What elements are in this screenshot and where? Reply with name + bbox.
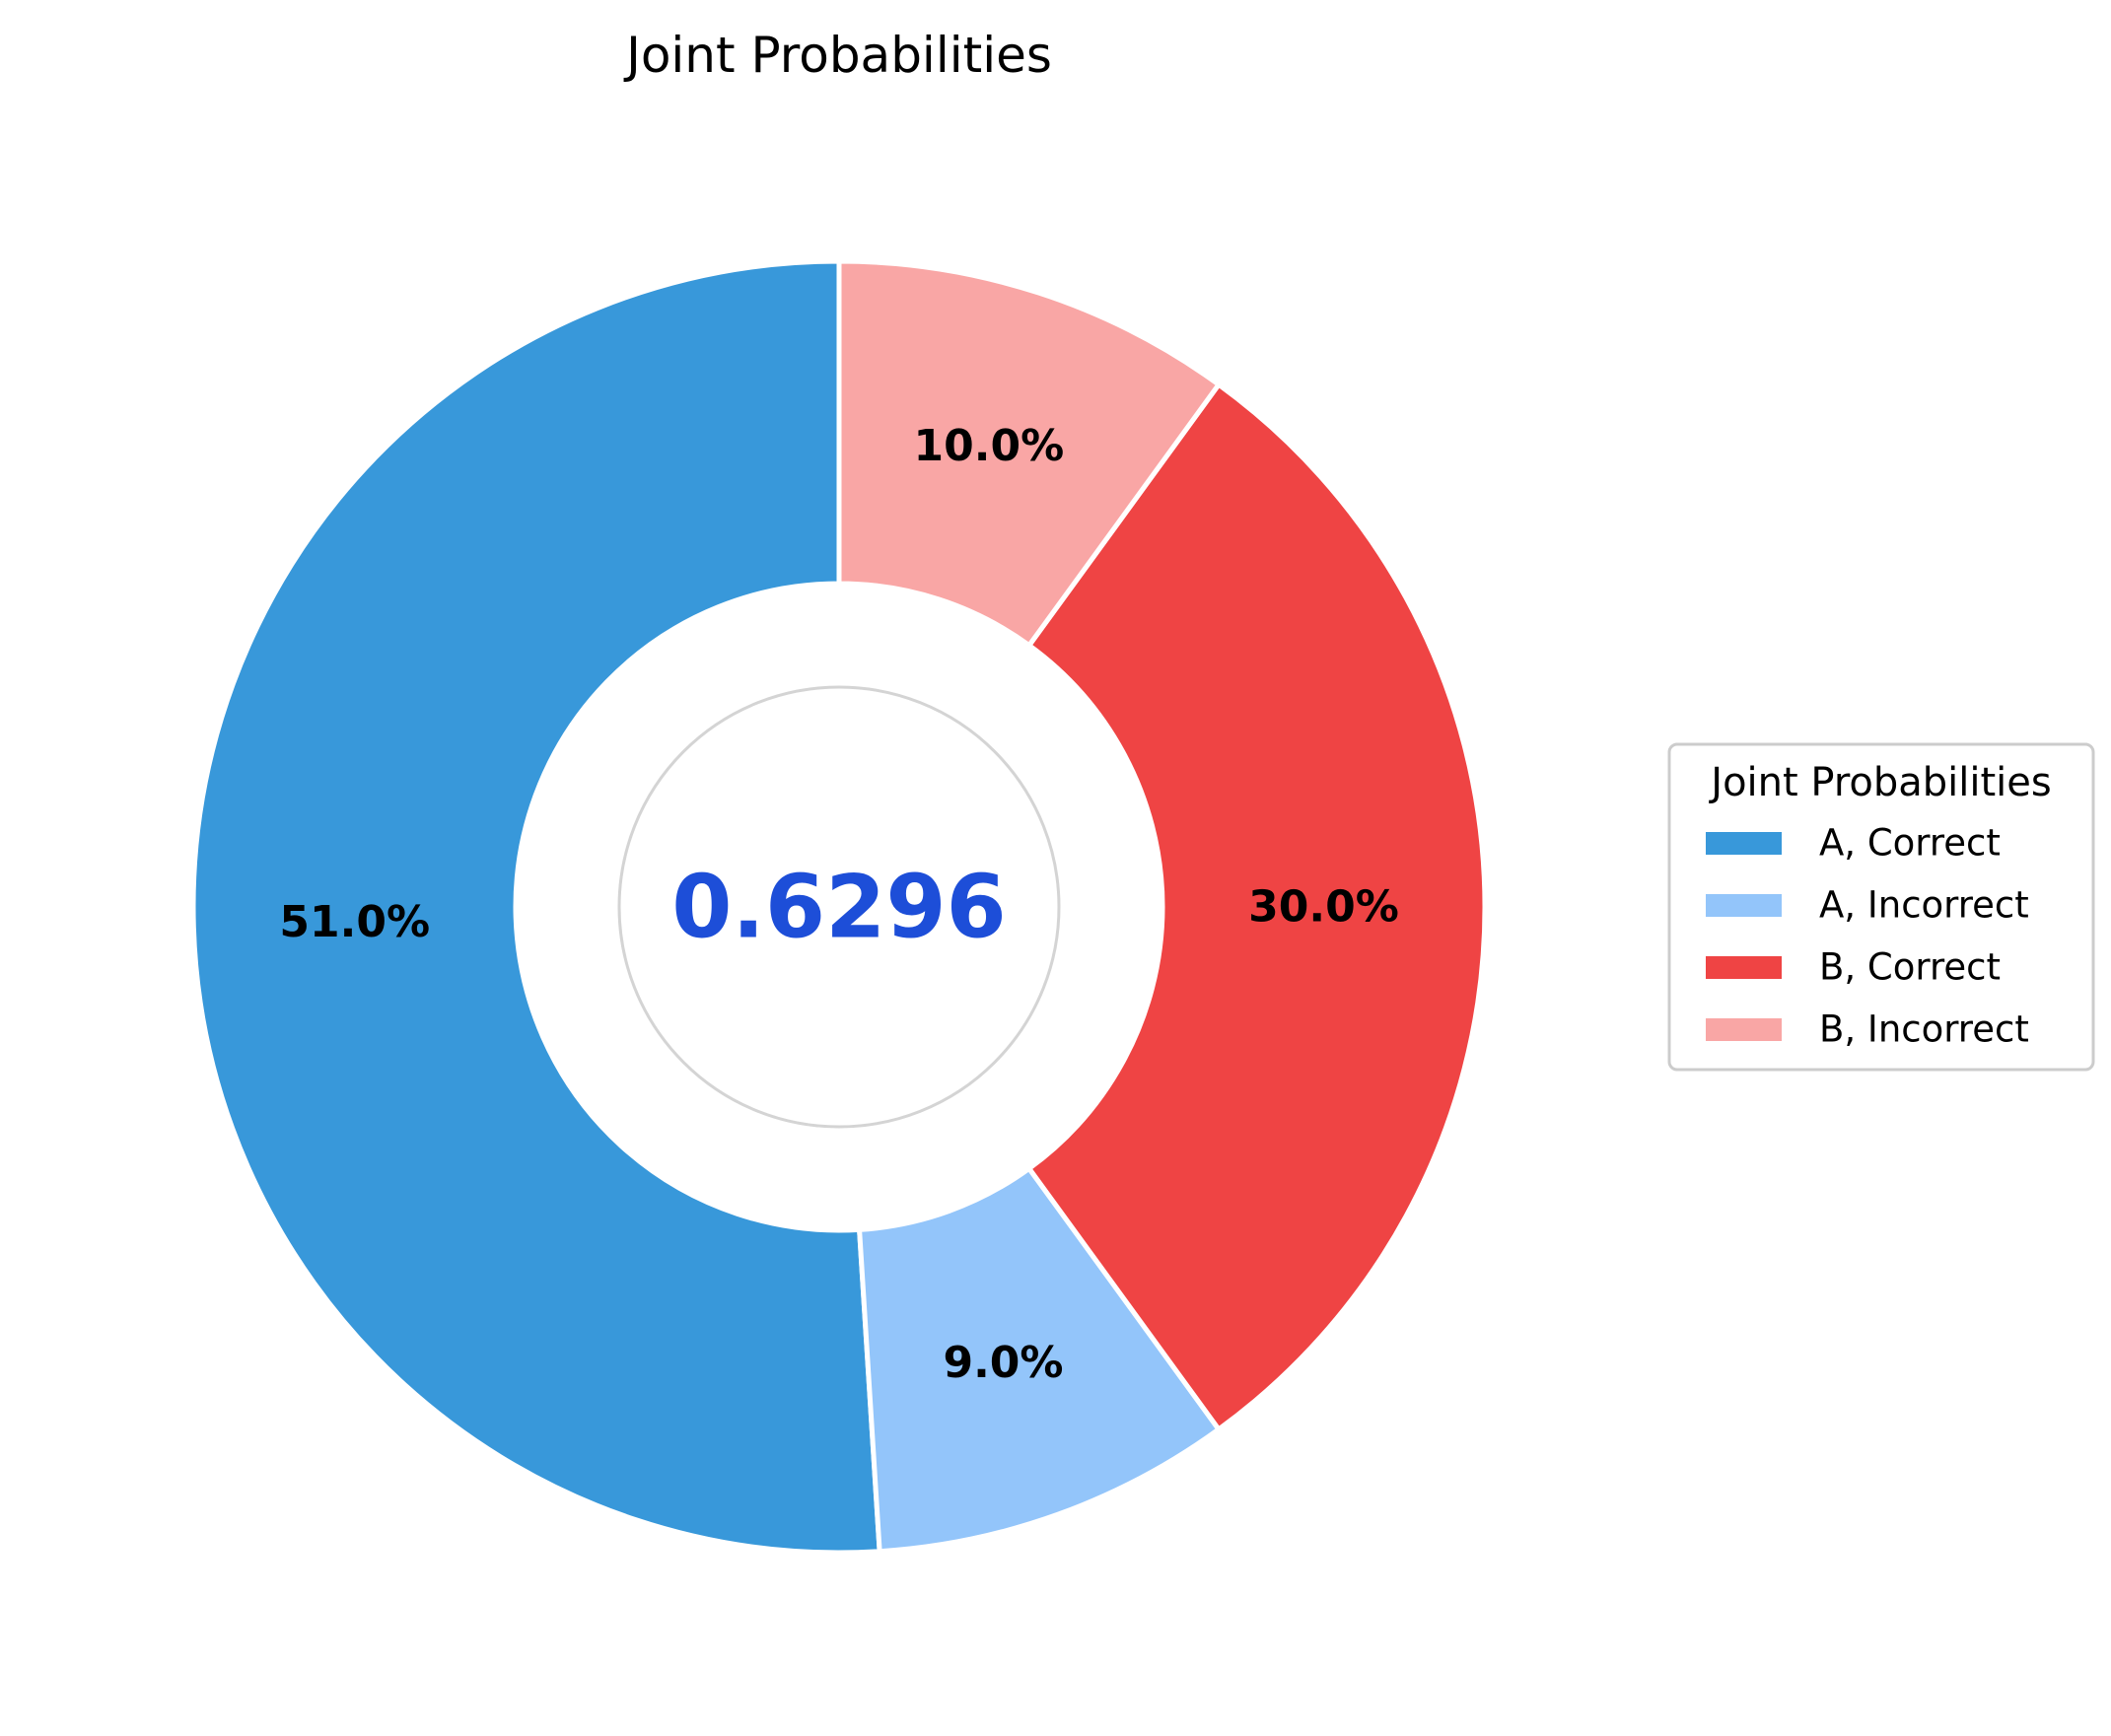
slice-a-incorrect [857,1165,1222,1555]
inner-ring-outline [617,685,1061,1129]
legend-swatch [1706,1018,1782,1041]
legend-swatch [1706,832,1782,855]
slice-b-correct [1026,382,1488,1432]
center-value: 0.6296 [671,857,1007,958]
percent-label: 10.0% [914,421,1065,471]
legend-label: A, Correct [1819,822,2001,865]
chart-title: Joint Probabilities [623,27,1052,84]
legend-title: Joint Probabilities [1708,760,2051,805]
legend: Joint Probabilities A, Correct A, Incorre… [1667,742,2095,1072]
percent-label: 9.0% [943,1338,1063,1388]
legend-frame [1667,742,2095,1072]
legend-label: B, Incorrect [1819,1008,2029,1051]
donut-slices [190,258,1488,1556]
legend-swatch [1706,894,1782,917]
slice-a-correct [190,258,882,1556]
legend-label: A, Incorrect [1819,884,2029,927]
legend-items: A, Correct A, Incorrect B, Correct B, Incor… [1706,822,2029,1051]
percent-label: 30.0% [1248,882,1399,933]
legend-swatch [1706,956,1782,979]
percent-label: 51.0% [279,897,430,947]
percent-labels: 51.0% 9.0% 30.0% 10.0% [279,421,1398,1388]
slice-b-incorrect [836,258,1222,649]
legend-label: B, Correct [1819,946,2001,989]
